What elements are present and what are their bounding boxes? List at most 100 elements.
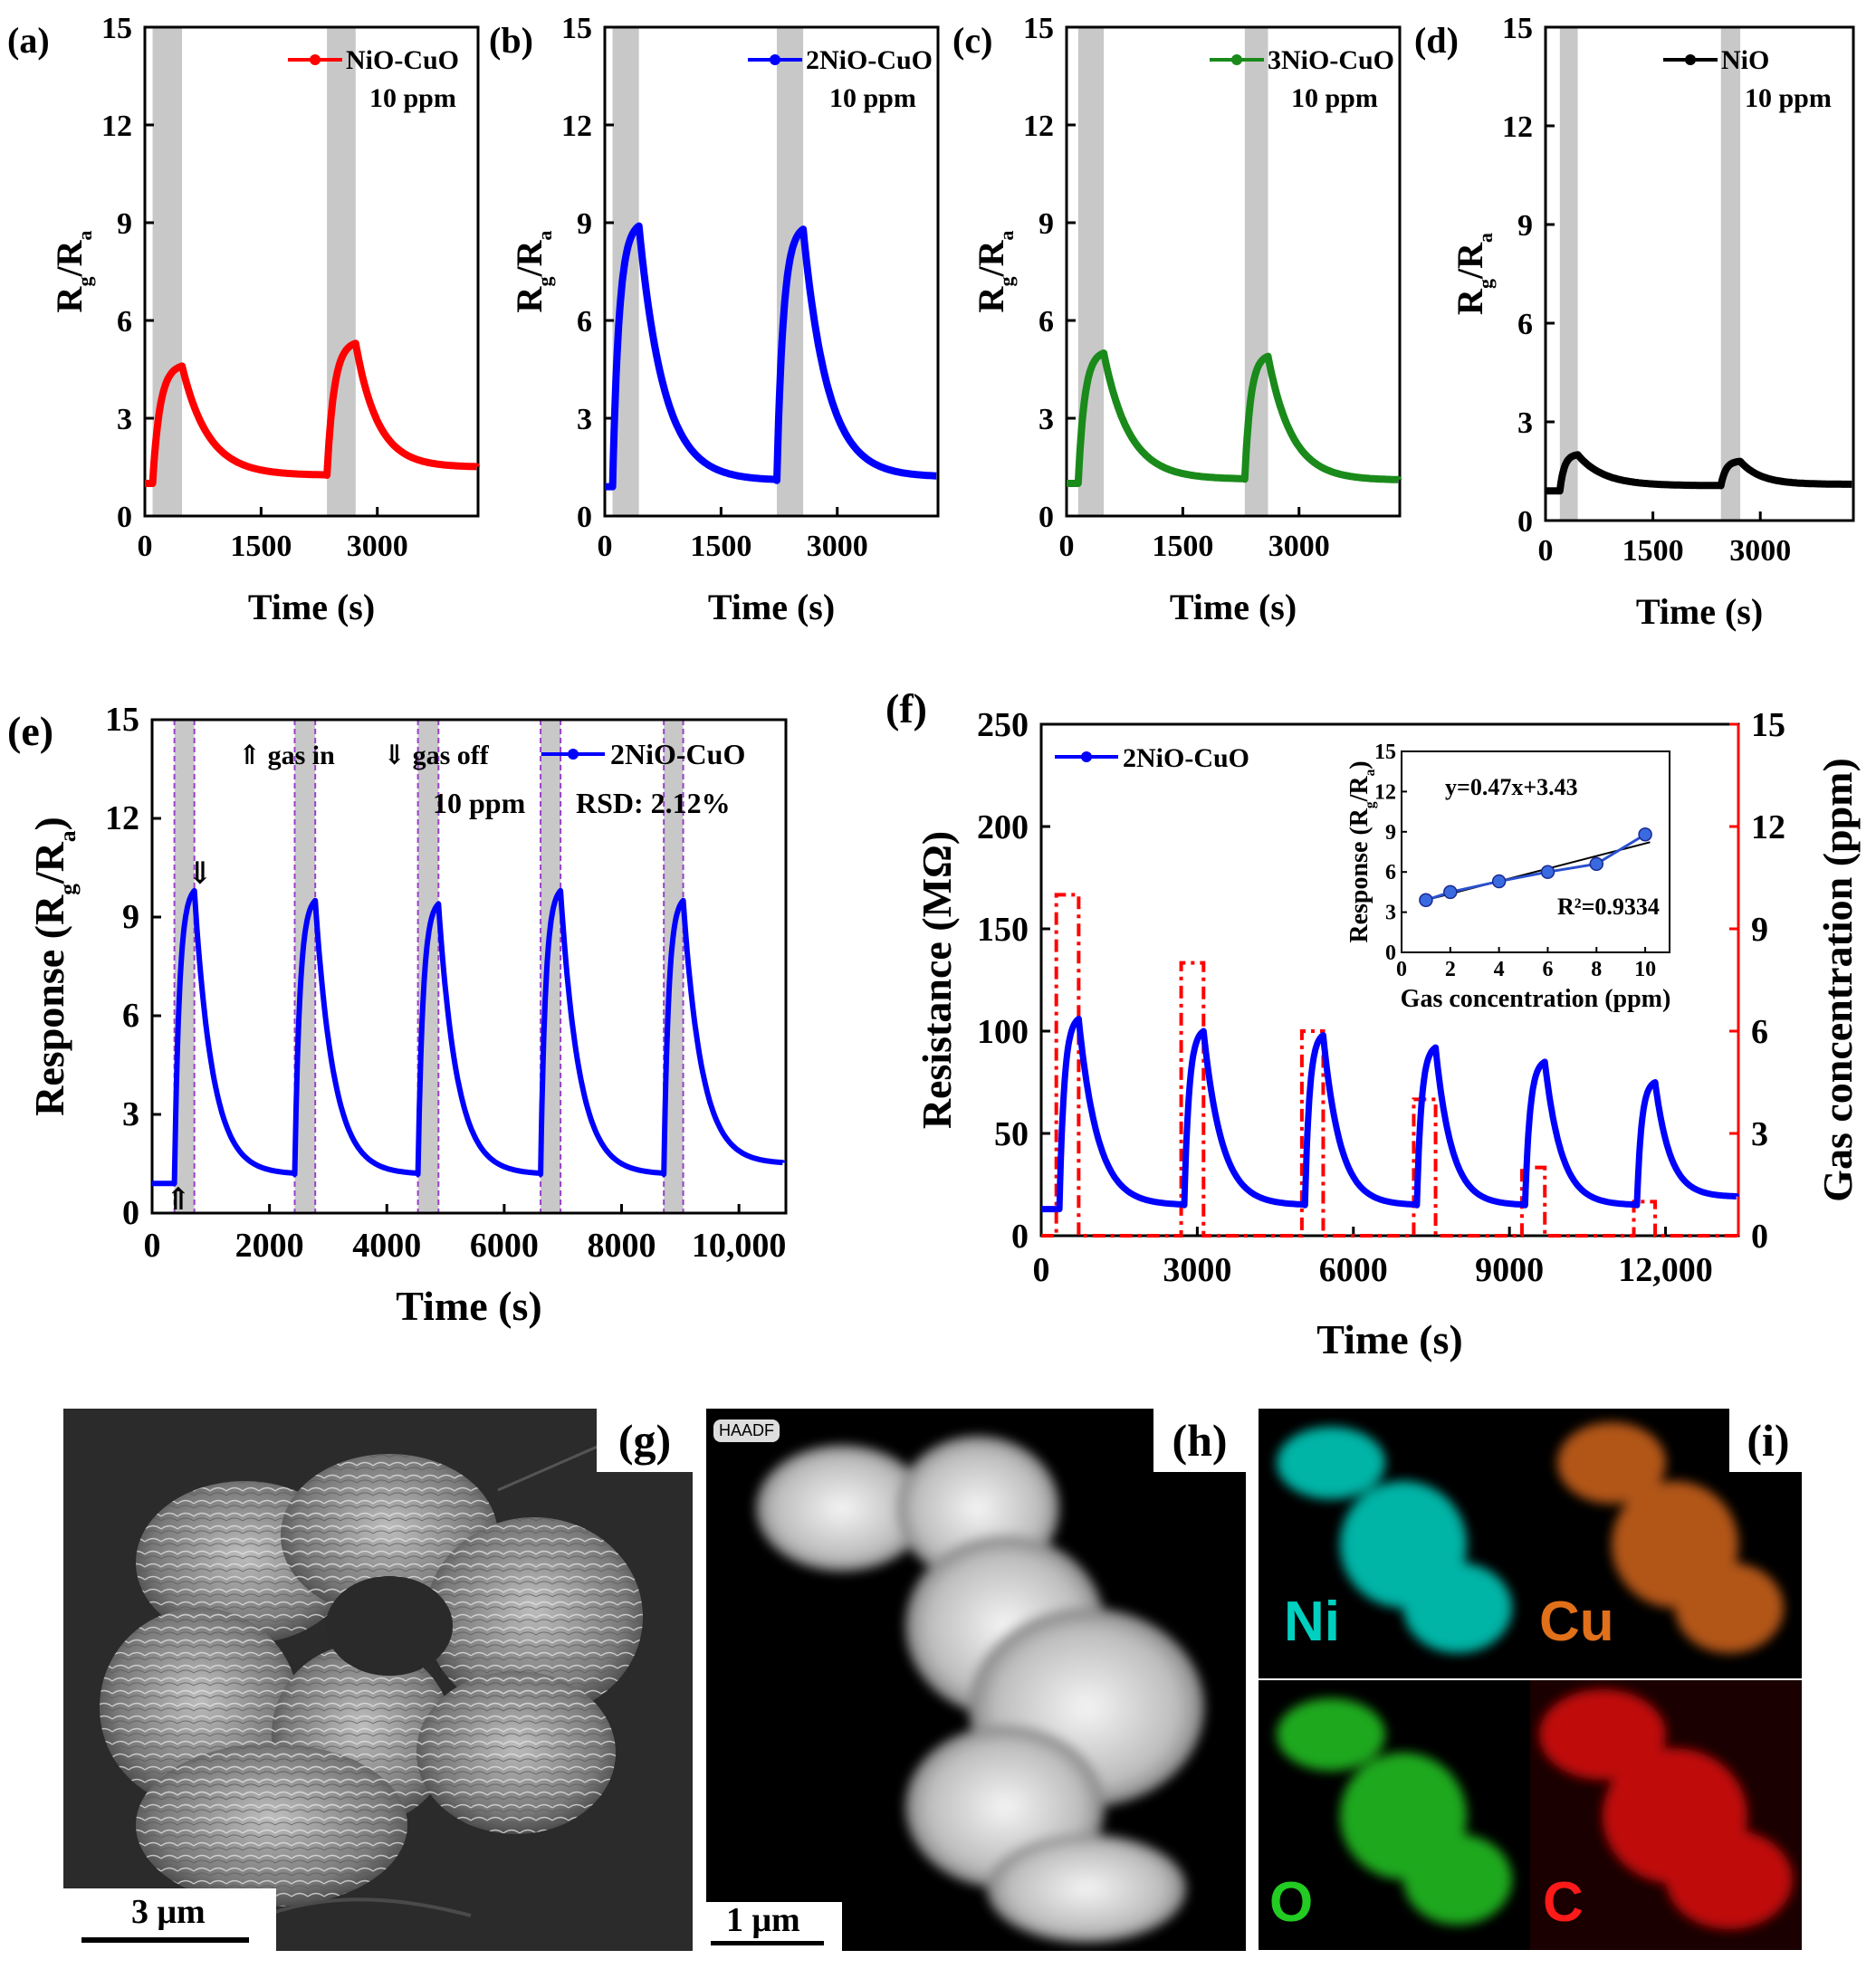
inset-y-label: Response (Rg​/Ra​) <box>1345 760 1378 942</box>
inset-point <box>1419 893 1433 908</box>
x-tick-label: 0 <box>1059 530 1075 563</box>
panel-label: (c) <box>952 20 992 61</box>
haadf-tag: HAADF <box>713 1419 780 1442</box>
x-tick-label: 4000 <box>352 1227 421 1265</box>
legend-marker <box>310 54 321 65</box>
legend-marker <box>568 749 579 760</box>
y-tick-label: 50 <box>994 1115 1029 1153</box>
inset-r2: R²=0.9334 <box>1557 894 1660 920</box>
gas-concentration-line <box>1041 893 1738 1238</box>
y-tick-label: 9 <box>117 207 132 241</box>
y-right-axis-label: Gas concentration (ppm) <box>1814 758 1861 1202</box>
inset-x-label: Gas concentration (ppm) <box>1401 985 1671 1013</box>
x-axis-label: Time (s) <box>396 1283 541 1329</box>
concentration-note: 10 ppm <box>1291 83 1378 113</box>
y-tick-label: 200 <box>977 808 1029 846</box>
inset-point <box>1638 827 1652 842</box>
y-tick-label: 0 <box>577 501 592 534</box>
y-tick-label: 3 <box>1038 403 1054 436</box>
inset-x-tick-label: 4 <box>1494 958 1505 981</box>
y-tick-label: 12 <box>101 110 132 143</box>
x-tick-label: 0 <box>144 1227 161 1265</box>
series-line <box>1546 451 1854 495</box>
y-right-tick-label: 6 <box>1751 1013 1768 1051</box>
y-axis-label: Rg​/Ra​ <box>971 231 1018 313</box>
y-tick-label: 9 <box>1517 209 1533 243</box>
x-tick-label: 1500 <box>1152 530 1213 563</box>
y-tick-label: 15 <box>105 701 139 739</box>
y-tick-label: 0 <box>1011 1218 1029 1256</box>
y-tick-label: 12 <box>1023 110 1054 143</box>
x-tick-label: 6000 <box>1319 1251 1388 1289</box>
y-tick-label: 3 <box>1517 406 1533 440</box>
y-tick-label: 3 <box>122 1095 139 1133</box>
inset-y-tick-label: 3 <box>1385 902 1396 925</box>
inset-fit-line <box>1421 841 1651 903</box>
x-axis-label: Time (s) <box>1170 587 1297 627</box>
series-line <box>605 222 941 491</box>
gas-off-arrow: ⇓ <box>187 857 214 891</box>
panel-label: (d) <box>1414 20 1459 61</box>
y-tick-label: 9 <box>122 898 139 936</box>
axes-frame <box>1544 25 1855 522</box>
y-tick-label: 15 <box>1023 12 1054 45</box>
y-right-tick-label: 0 <box>1751 1218 1768 1256</box>
axes-frame <box>143 25 480 518</box>
legend-marker <box>770 54 780 65</box>
inset-fit-equation: y=0.47x+3.43 <box>1445 774 1578 800</box>
x-tick-label: 0 <box>1033 1251 1050 1289</box>
x-tick-label: 1500 <box>690 530 751 563</box>
series-line <box>1067 349 1402 487</box>
eds-map-ni: Ni <box>1259 1409 1530 1678</box>
x-tick-label: 0 <box>138 530 153 563</box>
legend-label: 2NiO-CuO <box>806 45 933 75</box>
haadf-image: HAADF (h) 1 μm <box>706 1409 1246 1951</box>
y-right-tick-label: 12 <box>1751 808 1785 846</box>
x-tick-label: 1500 <box>1622 534 1684 568</box>
y-axis-label: Rg​/Ra​ <box>49 231 96 313</box>
inset-point <box>1443 884 1458 900</box>
chart-b: 0 3 6 9 12 15 0 1500 3000 Time (s) Rg​/Ra​ (b) 2NiO-… <box>489 12 941 627</box>
axes-frame <box>150 718 788 1215</box>
gas-in-arrow: ⇑ <box>166 1183 192 1217</box>
y-axis-label-text: Rg​/Ra​ <box>1450 233 1497 315</box>
chart-e: 0 3 6 9 12 15 0 2000 4000 6000 8000 10,000 Time (s) R… <box>7 701 788 1329</box>
y-tick-label: 0 <box>1038 501 1054 534</box>
gas-on-band <box>174 720 195 1213</box>
x-tick-label: 2000 <box>235 1227 304 1265</box>
y-tick-label: 3 <box>117 403 132 436</box>
inset-y-tick-label: 6 <box>1385 861 1396 884</box>
scale-bar <box>711 1941 824 1945</box>
x-tick-label: 3000 <box>1268 530 1330 563</box>
inset-x-tick-label: 10 <box>1634 958 1656 981</box>
inset-y-tick-label: 0 <box>1385 941 1396 965</box>
series-line <box>145 339 481 487</box>
x-tick-label: 3000 <box>347 530 408 563</box>
inset-y-tick-label: 15 <box>1374 741 1396 764</box>
y-axis-label-text: Rg​/Ra​ <box>509 231 556 313</box>
legend-marker <box>1081 751 1092 762</box>
concentration-note: 10 ppm <box>1745 83 1832 113</box>
y-tick-label: 9 <box>1038 207 1054 241</box>
concentration-note: 10 ppm <box>369 83 456 113</box>
x-axis-label: Time (s) <box>1316 1316 1462 1362</box>
eds-map-c: C <box>1530 1680 1802 1950</box>
y-axis-label: Rg​/Ra​ <box>509 231 556 313</box>
x-tick-label: 3000 <box>807 530 868 563</box>
concentration-note: 10 ppm <box>829 83 916 113</box>
scale-bar-label: 3 μm <box>131 1893 206 1931</box>
inset-point <box>1589 856 1604 872</box>
y-tick-label: 12 <box>105 799 139 837</box>
panel-label-i: (i) <box>1729 1409 1807 1472</box>
x-tick-label: 6000 <box>470 1227 539 1265</box>
y-axis-label-text: Rg​/Ra​ <box>971 231 1018 313</box>
series-line <box>152 887 786 1187</box>
x-tick-label: 9000 <box>1475 1251 1544 1289</box>
inset-x-tick-label: 0 <box>1396 958 1407 981</box>
y-tick-label: 12 <box>1502 110 1533 144</box>
y-tick-label: 6 <box>122 997 139 1035</box>
y-tick-label: 6 <box>117 305 132 339</box>
y-tick-label: 15 <box>561 12 592 45</box>
